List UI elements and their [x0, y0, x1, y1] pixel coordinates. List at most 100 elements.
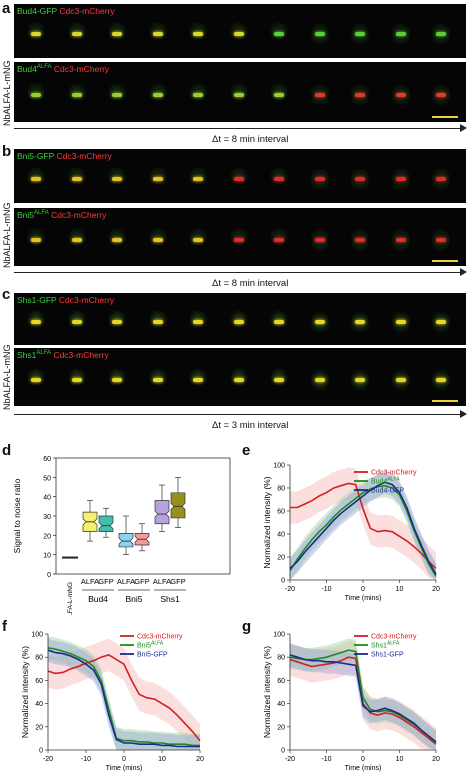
- septin-ring: [274, 93, 284, 97]
- strip-label: Bni5-GFP Cdc3-mCherry: [17, 151, 112, 161]
- x-tick-label: ALFA: [81, 577, 99, 586]
- septin-ring: [112, 93, 122, 97]
- y-tick-label: 40: [43, 495, 51, 502]
- cell: [108, 310, 126, 328]
- x-axis-label: Time (mins): [106, 765, 143, 772]
- septin-ring: [395, 238, 406, 242]
- y-tick-label: 20: [35, 724, 43, 731]
- box-3: [118, 533, 134, 548]
- septin-ring: [71, 93, 82, 97]
- micrograph-strip-a-row1: Bud4-GFP Cdc3-mCherry: [14, 4, 466, 58]
- green-channel-label: Bni5-GFP: [17, 151, 55, 161]
- septin-ring: [71, 238, 82, 242]
- septin-ring: [31, 320, 41, 324]
- septin-ring: [314, 177, 325, 181]
- y-axis-label: Signal to noise ratio: [12, 478, 22, 553]
- chart-g-line: 0 20 40 60 80 100 -20 -10 0 10 20 Time (mins) Normal…: [262, 632, 440, 773]
- cell: [27, 83, 45, 101]
- y-tick-label: 80: [35, 655, 43, 662]
- x-tick-label: GFP: [98, 577, 113, 586]
- legend-label: Shs1-GFP: [371, 652, 404, 659]
- cell: [189, 310, 207, 328]
- cell: [270, 228, 288, 246]
- septin-ring: [314, 93, 325, 97]
- cell: [270, 368, 288, 386]
- septin-ring: [193, 32, 203, 36]
- legend-name: Cdc3-mCherry: [137, 634, 183, 641]
- legend-label: Cdc3-mCherry: [137, 634, 183, 641]
- y-tick-label: 40: [277, 701, 285, 708]
- x-tick-label: 10: [396, 756, 404, 763]
- septin-ring: [31, 32, 41, 36]
- red-channel-label: Cdc3-mCherry: [59, 6, 115, 16]
- cell: [67, 167, 86, 185]
- septin-ring: [233, 32, 244, 36]
- series-line-0: [290, 482, 437, 570]
- green-channel-label: Bud4: [17, 64, 37, 74]
- septin-ring: [31, 93, 41, 97]
- micrograph-strip-c-row1: Shs1-GFP Cdc3-mCherry: [14, 293, 466, 345]
- septin-ring: [112, 32, 122, 36]
- interval-label: Δt = 8 min interval: [212, 278, 289, 289]
- septin-ring: [233, 378, 244, 382]
- cell: [148, 368, 167, 386]
- septin-ring: [274, 320, 284, 324]
- green-channel-label: Bni5: [17, 210, 35, 220]
- legend-label: Bni5ALFA: [137, 641, 164, 650]
- side-label-nbalfa: NbALFA-L-mNG: [2, 202, 12, 268]
- y-axis-label: Normalized intensity (%): [20, 646, 30, 738]
- cell: [270, 83, 288, 101]
- cell: [270, 167, 288, 185]
- confidence-band: [48, 638, 200, 750]
- x-tick-label: 10: [158, 756, 166, 763]
- cell: [229, 228, 248, 246]
- septin-ring: [71, 320, 82, 324]
- x-axis-label: Time (mins): [345, 765, 382, 772]
- septin-ring: [274, 378, 284, 382]
- confidence-band: [290, 467, 436, 580]
- chart-d-boxplot: 0 10 20 30 40 50 60 Signal to noise ratio NbALFA…: [12, 456, 231, 615]
- green-channel-label: Bud4-GFP: [17, 6, 58, 16]
- cell: [229, 83, 248, 101]
- septin-ring: [152, 32, 163, 36]
- septin-ring: [193, 238, 203, 242]
- time-arrow: [14, 414, 462, 415]
- y-tick-label: 20: [277, 555, 285, 562]
- cell: [67, 368, 86, 386]
- septin-ring: [355, 238, 365, 242]
- cell: [270, 22, 288, 40]
- cell: [229, 310, 248, 328]
- x-tick-label: -20: [285, 586, 295, 593]
- interval-label: Δt = 8 min interval: [212, 134, 289, 145]
- cell: [189, 368, 207, 386]
- x-tick-label: GFP: [134, 577, 149, 586]
- micrograph-strip-b-row2: Bni5ALFA Cdc3-mCherry: [14, 208, 466, 266]
- septin-ring: [112, 177, 122, 181]
- strip-label: Bni5ALFA Cdc3-mCherry: [17, 210, 106, 220]
- series-line-1: [47, 647, 200, 747]
- chart-e-line: 0 20 40 60 80 100 -20 -10 0 10 20 Time (mins) Normal…: [262, 463, 440, 603]
- legend-label: Shs1ALFA: [371, 641, 400, 650]
- septin-ring: [152, 93, 163, 97]
- y-tick-label: 20: [43, 533, 51, 540]
- cell: [270, 310, 288, 328]
- septin-ring: [355, 177, 365, 181]
- cell: [108, 167, 126, 185]
- x-tick-label: -20: [43, 756, 53, 763]
- time-arrow-head: [460, 410, 467, 418]
- septin-ring: [395, 320, 406, 324]
- septin-ring: [314, 32, 325, 36]
- legend-label: Cdc3-mCherry: [371, 634, 417, 641]
- plot-frame: [55, 457, 231, 575]
- legend-superscript: ALFA: [387, 477, 400, 483]
- x-tick-label: 20: [432, 756, 440, 763]
- septin-ring: [152, 238, 163, 242]
- cell: [148, 228, 167, 246]
- interval-label: Δt = 3 min interval: [212, 420, 289, 431]
- scale-bar: [432, 116, 458, 118]
- cell: [108, 22, 126, 40]
- confidence-band: [48, 638, 200, 750]
- y-axis-label: Normalized intensity (%): [262, 476, 272, 568]
- septin-ring: [193, 378, 203, 382]
- septin-ring: [71, 177, 82, 181]
